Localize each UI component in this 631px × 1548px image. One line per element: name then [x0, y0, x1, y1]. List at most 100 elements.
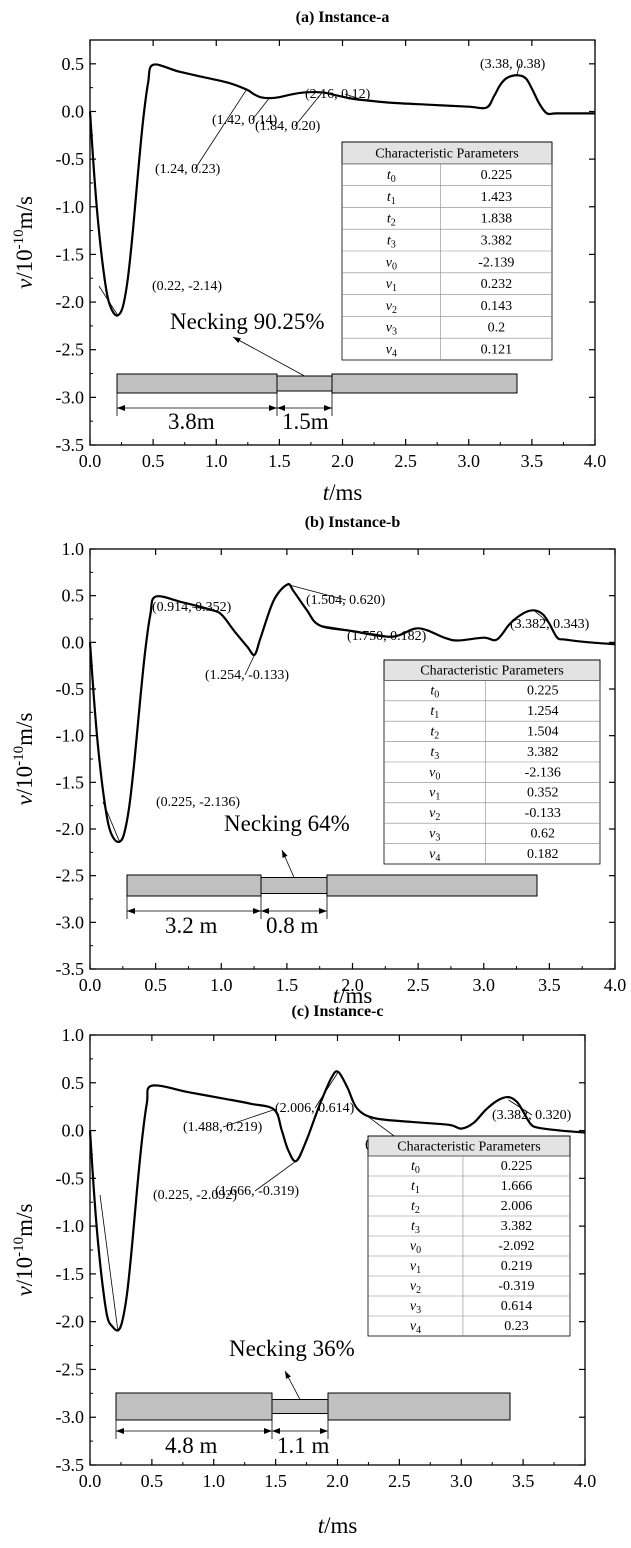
annotation-label: (1.750, 0.182) [347, 629, 427, 644]
chart-title: (c) Instance-c [292, 1003, 384, 1020]
x-tick-label: 3.5 [512, 1471, 535, 1491]
annotation-leader [222, 1109, 275, 1128]
pile-segment-lower [326, 874, 538, 897]
table-param: v2 [410, 1279, 421, 1296]
x-tick-label: 1.5 [264, 1471, 287, 1491]
x-tick-label: 2.0 [331, 451, 354, 471]
annotation-leader [508, 1099, 533, 1116]
table-value: 1.254 [527, 704, 559, 719]
x-tick-label: 2.5 [394, 451, 417, 471]
table-value: 0.182 [527, 847, 559, 862]
table-param: v1 [386, 277, 397, 294]
annotation-leader [287, 584, 347, 601]
table-param: v2 [429, 806, 440, 823]
dimension-arrow [117, 405, 125, 411]
table-value: 0.62 [531, 826, 556, 841]
x-tick-label: 2.5 [388, 1471, 411, 1491]
table-param: v3 [429, 826, 440, 843]
y-tick-label: -1.5 [56, 244, 85, 264]
dimension-arrow [127, 908, 135, 914]
table-value: -2.092 [498, 1239, 534, 1254]
dimension-arrow [269, 405, 277, 411]
y-tick-label: -1.0 [56, 1216, 85, 1236]
y-tick-label: -3.0 [56, 912, 85, 932]
x-tick-label: 1.5 [276, 975, 299, 995]
y-tick-label: 0.0 [62, 1121, 85, 1141]
y-tick-label: -3.0 [56, 1407, 85, 1427]
table-value: 3.382 [527, 745, 559, 760]
table-param: t0 [411, 1159, 420, 1176]
necking-arrow [232, 336, 305, 377]
table-param: v4 [429, 847, 440, 864]
dimension-upper-length: 3.2 m [165, 913, 218, 938]
annotation-leader [194, 89, 247, 170]
annotation-label: (1.24, 0.23) [155, 162, 221, 177]
annotation-leader [244, 654, 255, 676]
x-tick-label: 0.5 [144, 975, 167, 995]
chart-title: (b) Instance-b [305, 514, 401, 531]
y-tick-label: 0.5 [62, 54, 85, 74]
chart-panel-3: (c) Instance-c 0.0 0.5 1.0 1.5 2.0 2.5 3.0 3.5 4.… [11, 1003, 596, 1538]
chart-panel-1: (a) Instance-a 0.0 0.5 1.0 1.5 2.0 2.5 3.0 3.5 4.… [11, 9, 606, 505]
necking-label: Necking 64% [224, 811, 350, 836]
table-value: -2.139 [478, 255, 514, 270]
dimension-arrow [261, 908, 269, 914]
y-tick-label: 0.5 [62, 586, 85, 606]
annotation-label: (0.914, 0.352) [152, 600, 232, 615]
annotation-label: (3.382, 0.343) [510, 617, 590, 632]
annotation-leader [98, 285, 119, 316]
x-tick-label: 4.0 [604, 975, 627, 995]
table-value: 3.382 [481, 233, 513, 248]
table-param: t2 [411, 1199, 420, 1216]
pile-segment-necking [271, 1399, 329, 1414]
x-tick-label: 3.0 [458, 451, 481, 471]
table-value: 1.666 [501, 1179, 533, 1194]
pile-segment-necking [260, 877, 328, 894]
annotation-label: (0.22, -2.14) [152, 279, 222, 294]
annotation-leader [533, 610, 551, 625]
y-tick-label: -2.0 [56, 819, 85, 839]
annotation-leader [319, 624, 388, 637]
dimension-necking-length: 0.8 m [266, 913, 319, 938]
table-value: 0.143 [481, 299, 513, 314]
annotation-label: (1.504, 0.620) [306, 593, 386, 608]
x-tick-label: 2.0 [326, 1471, 349, 1491]
table-value: 0.23 [504, 1319, 529, 1334]
annotation-label: (2.006, 0.614) [275, 1101, 355, 1116]
table-value: 0.614 [501, 1299, 533, 1314]
y-tick-label: 1.0 [62, 539, 85, 559]
table-param: t2 [387, 212, 396, 229]
table-value: -0.133 [525, 806, 561, 821]
table-param: t1 [430, 704, 439, 721]
pile-segment-necking [276, 375, 333, 392]
y-tick-label: -2.5 [56, 1359, 85, 1379]
x-tick-label: 4.0 [584, 451, 607, 471]
table-value: 0.2 [488, 321, 506, 336]
y-tick-label: -3.5 [56, 1455, 85, 1475]
y-tick-label: -0.5 [56, 149, 85, 169]
table-param: v4 [410, 1319, 421, 1336]
y-tick-label: -3.5 [56, 959, 85, 979]
dimension-upper-length: 3.8m [168, 409, 215, 434]
y-axis-label: v/10-10m/s [11, 196, 37, 289]
necking-arrow-head [233, 337, 241, 344]
annotation-label: (2.16, 0.12) [305, 87, 371, 102]
table-param: t2 [430, 724, 439, 741]
annotation-leader [102, 801, 120, 842]
dimension-arrow [253, 908, 261, 914]
table-param: v3 [386, 321, 397, 338]
x-tick-label: 0.5 [142, 451, 165, 471]
dimension-arrow [319, 908, 327, 914]
y-tick-label: -0.5 [56, 679, 85, 699]
x-tick-label: 0.0 [79, 975, 102, 995]
necking-arrow-head [282, 850, 288, 858]
table-value: 2.006 [501, 1199, 533, 1214]
y-tick-label: -1.5 [56, 772, 85, 792]
pile-segment-upper [115, 1392, 273, 1421]
table-param: v1 [429, 786, 440, 803]
annotation-label: (1.84, 0.20) [255, 119, 321, 134]
annotation-label: (3.38, 0.38) [480, 57, 546, 72]
dimension-necking-length: 1.1 m [277, 1433, 330, 1458]
table-value: 0.219 [501, 1259, 533, 1274]
